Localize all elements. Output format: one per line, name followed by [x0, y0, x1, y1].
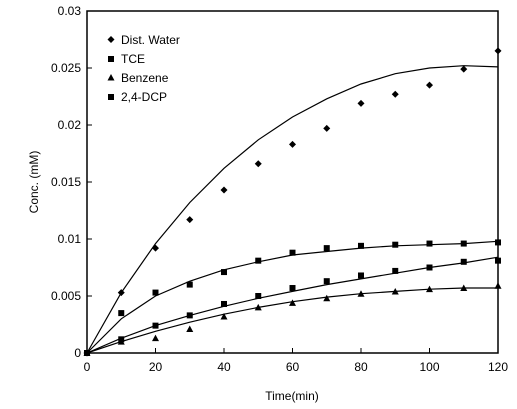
data-point: [152, 334, 159, 342]
series-line-1: [86, 65, 499, 354]
data-point: [426, 285, 433, 293]
data-point: [186, 325, 194, 333]
data-point: [254, 303, 262, 311]
series-line-2: [86, 240, 499, 354]
data-point: [460, 258, 467, 265]
data-point: [460, 65, 468, 73]
x-tick-label: 100: [419, 360, 439, 374]
data-point: [323, 278, 330, 285]
legend-item-2-4-dcp: 2,4-DCP: [108, 90, 167, 104]
legend-item-benzene: Benzene: [107, 71, 169, 85]
x-tick-label: 80: [354, 360, 368, 374]
legend-label: Dist. Water: [121, 33, 180, 47]
data-point: [495, 257, 501, 264]
data-point: [494, 282, 502, 289]
data-point: [152, 244, 159, 252]
data-markers: [83, 47, 502, 357]
y-tick-label: 0.02: [58, 118, 82, 132]
data-point: [254, 160, 262, 168]
legend-item-dist-water: Dist. Water: [107, 33, 180, 47]
data-point: [220, 186, 228, 194]
series-line-3: [86, 287, 498, 354]
legend-marker-triangle: [107, 74, 115, 81]
data-point: [391, 90, 399, 98]
data-point: [117, 289, 125, 297]
data-point: [289, 285, 296, 292]
data-point: [460, 284, 468, 292]
data-point: [118, 336, 125, 343]
data-point: [186, 281, 193, 288]
x-axis: 0 20 40 60 80 100 120: [84, 348, 508, 374]
y-tick-label: 0: [74, 346, 81, 360]
data-point: [186, 216, 194, 224]
data-point: [220, 313, 228, 320]
x-tick-label: 20: [149, 360, 163, 374]
data-point: [358, 242, 364, 249]
data-point: [426, 240, 433, 247]
data-point: [460, 240, 467, 247]
y-axis: 0 0.005 0.01 0.015 0.02 0.025 0.03: [51, 4, 92, 360]
data-point: [186, 312, 193, 319]
legend-item-tce: TCE: [108, 52, 145, 66]
data-point: [391, 287, 399, 295]
data-point: [323, 245, 330, 252]
data-point: [323, 294, 331, 302]
data-point: [358, 272, 364, 279]
x-tick-label: 40: [217, 360, 231, 374]
y-tick-label: 0.005: [51, 289, 81, 303]
data-point: [392, 241, 399, 248]
legend-marker-diamond: [107, 36, 115, 43]
legend: Dist. Water TCE Benzene 2,4-DCP: [107, 33, 180, 104]
data-point: [357, 99, 365, 107]
x-axis-label: Time(min): [265, 389, 319, 403]
data-point: [255, 293, 262, 299]
y-tick-label: 0.01: [58, 232, 82, 246]
y-tick-label: 0.03: [58, 4, 82, 18]
legend-marker-square: [108, 56, 114, 62]
x-tick-label: 120: [488, 360, 508, 374]
data-point: [84, 350, 90, 356]
x-tick-label: 0: [84, 360, 91, 374]
data-point: [495, 239, 501, 246]
data-point: [289, 249, 296, 256]
data-point: [494, 47, 502, 55]
y-tick-label: 0.015: [51, 175, 81, 189]
data-point: [221, 269, 227, 276]
data-point: [152, 289, 159, 296]
data-point: [392, 267, 399, 274]
y-tick-label: 0.025: [51, 61, 81, 75]
data-point: [118, 310, 125, 317]
legend-label: TCE: [121, 52, 145, 66]
data-point: [426, 264, 433, 271]
legend-label: 2,4-DCP: [121, 90, 167, 104]
data-point: [357, 290, 365, 297]
data-point: [289, 299, 296, 306]
data-point: [152, 322, 159, 329]
data-point: [323, 124, 331, 132]
x-tick-label: 60: [286, 360, 300, 374]
data-point: [221, 300, 227, 307]
legend-label: Benzene: [121, 71, 169, 85]
y-axis-label: Conc. (mM): [27, 151, 41, 214]
fit-lines: [86, 65, 499, 354]
legend-marker-square: [108, 94, 114, 100]
data-point: [255, 257, 262, 264]
data-point: [289, 140, 296, 148]
data-point: [426, 81, 433, 89]
